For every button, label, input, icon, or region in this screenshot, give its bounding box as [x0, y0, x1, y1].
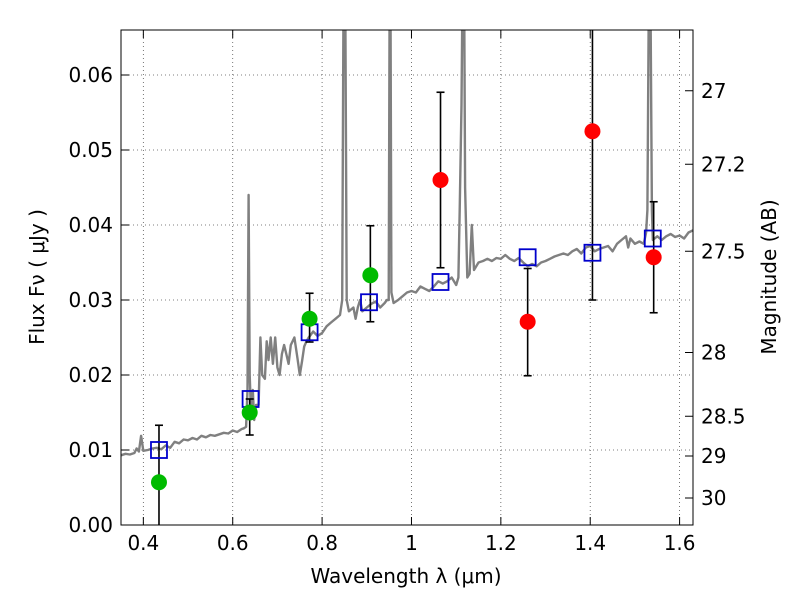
model-photometry-square	[360, 293, 378, 312]
model-photometry-square	[431, 273, 450, 291]
x-tick-label: 0.4	[127, 531, 159, 555]
magnitude-tick-label: 27	[701, 79, 726, 103]
grid	[121, 30, 693, 526]
model-photometry-square	[518, 248, 537, 267]
plot-frame	[120, 29, 694, 526]
magnitude-tick-label: 29	[701, 444, 726, 468]
x-tick-label: 1.4	[574, 531, 606, 555]
model-photometry-square	[643, 229, 662, 248]
magnitude-tick-label: 28	[701, 341, 726, 365]
y-tick-label: 0.03	[68, 288, 113, 312]
error-bars	[154, 30, 658, 525]
model-photometry-markers	[150, 229, 662, 459]
x-tick-label: 0.6	[217, 531, 249, 555]
observed-optical-point	[150, 474, 167, 491]
x-tick-label: 1.2	[485, 531, 517, 555]
x-tick-label: 0.8	[306, 531, 338, 555]
y-tick-label: 0.01	[68, 438, 113, 462]
magnitude-tick-label: 27.5	[701, 239, 746, 263]
magnitude-tick-label: 28.5	[701, 404, 746, 428]
y-tick-label: 0.00	[68, 513, 113, 537]
model-photometry-square	[150, 441, 168, 459]
y-tick-label: 0.05	[68, 138, 113, 162]
model-spectrum-line	[121, 30, 693, 457]
observed-photometry-markers	[150, 123, 662, 491]
x-tick-label: 1.6	[664, 531, 696, 555]
magnitude-tick-label: 27.2	[701, 152, 746, 176]
x-tick-label: 1	[405, 531, 418, 555]
observed-optical-point	[301, 310, 318, 327]
y-tick-label: 0.04	[68, 213, 113, 237]
y-tick-label: 0.06	[68, 63, 113, 87]
right-axis-label: Magnitude (AB)	[757, 199, 781, 354]
model-spectrum	[121, 30, 693, 457]
observed-ir-point	[584, 123, 601, 140]
observed-ir-point	[519, 313, 536, 330]
y-tick-label: 0.02	[68, 363, 113, 387]
x-axis-label: Wavelength λ (μm)	[310, 564, 501, 588]
observed-ir-point	[645, 249, 662, 266]
axis-ticks: 0.4 0.6 0.8 1 1.2 1.4 1.6 0.00 0.01 0.02 0.03 0.04 0…	[68, 30, 746, 555]
observed-ir-point	[432, 172, 449, 188]
observed-optical-point	[362, 267, 379, 284]
model-photometry-square	[583, 243, 602, 262]
observed-optical-point	[241, 404, 258, 421]
magnitude-tick-label: 30	[701, 486, 726, 510]
y-axis-label: Flux Fν ( μJy )	[25, 209, 49, 345]
